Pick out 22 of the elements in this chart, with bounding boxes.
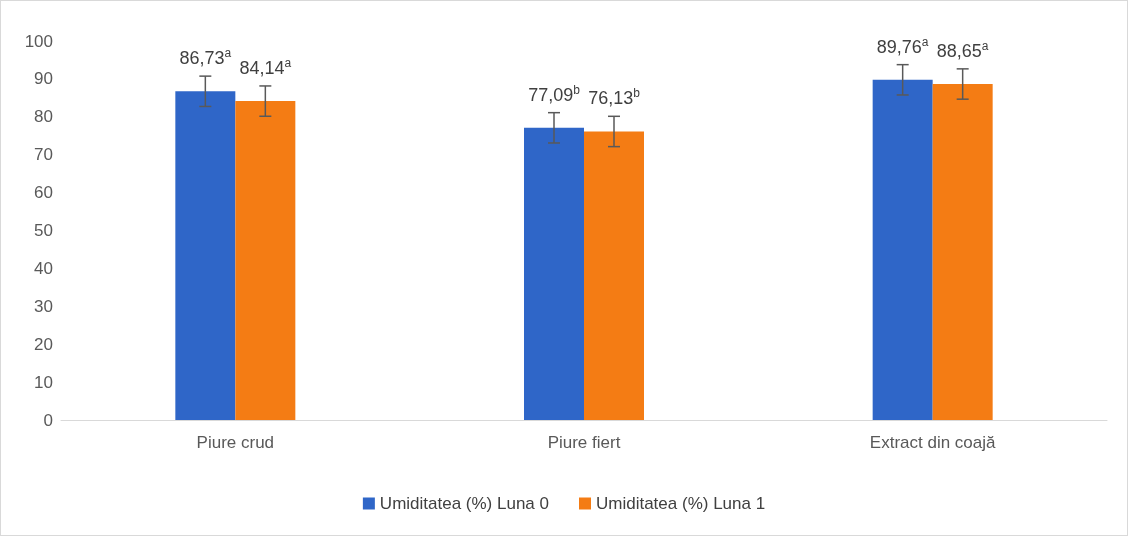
y-tick-label: 70 (34, 145, 53, 165)
y-tick-label: 80 (34, 107, 53, 127)
y-tick-label: 90 (34, 69, 53, 89)
y-tick-label: 0 (43, 410, 53, 430)
bar (235, 101, 296, 420)
y-tick-label: 20 (34, 334, 53, 354)
y-tick-label: 30 (34, 296, 53, 316)
bar (175, 91, 236, 420)
legend-label: Umiditatea (%) Luna 0 (379, 494, 549, 513)
y-tick-label: 100 (24, 31, 53, 51)
legend-label: Umiditatea (%) Luna 1 (596, 494, 766, 513)
bar (932, 84, 993, 420)
y-tick-label: 50 (34, 221, 53, 240)
x-tick-label: Extract din coajă (869, 433, 997, 452)
bar (524, 127, 584, 420)
x-tick-label: Piure crud (196, 433, 275, 452)
y-tick-label: 40 (34, 258, 53, 278)
bar (584, 131, 644, 420)
y-tick-label: 10 (34, 372, 53, 392)
x-tick-label: Piure fiert (547, 433, 621, 452)
bar (872, 79, 933, 420)
y-tick-label: 60 (34, 183, 53, 203)
